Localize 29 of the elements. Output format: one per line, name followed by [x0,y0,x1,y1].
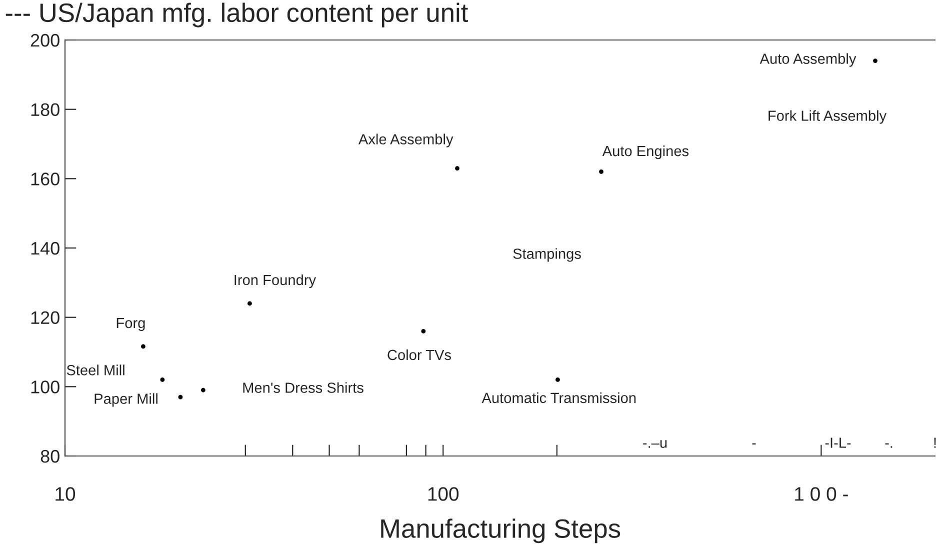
x-tick-label: 1 0 0 - [795,487,848,501]
annotation: Color TVs [388,349,451,360]
chart-title: --- US/Japan mfg. labor content per unit [6,2,468,28]
annotation: -I-L- [825,438,851,448]
annotation: Automatic Transmission [482,392,636,404]
annotation: Fork Lift Assembly [768,110,887,124]
annotation: Men's Dress Shirts [243,382,364,393]
y-tick-label: 140 [31,242,60,255]
x-axis-title: Manufacturing Steps [381,518,620,544]
annotation: Stampings [513,248,581,262]
annotation: Forg [116,318,145,332]
annotation: Axle Assembly [358,134,454,148]
x-tick-label: 100 [428,487,459,501]
y-tick-label: 80 [40,450,60,463]
y-tick-label: 180 [31,103,60,116]
annotation: Paper Mill [94,393,158,407]
annotation: Auto Assembly [760,53,856,67]
y-tick-label: 160 [31,172,60,186]
y-tick-label: 100 [31,380,60,394]
y-tick-label: 200 [30,34,60,47]
x-tick-label: 10 [56,487,76,501]
annotation: -.–u [643,440,667,448]
annotation: Steel Mill [66,364,124,376]
annotation: Auto Engines [602,145,689,160]
annotation: - [752,443,756,444]
y-tick-label: 120 [31,311,60,324]
annotation: Iron Foundry [234,274,316,288]
annotation: -. [885,443,892,448]
annotation: ! [934,438,936,448]
